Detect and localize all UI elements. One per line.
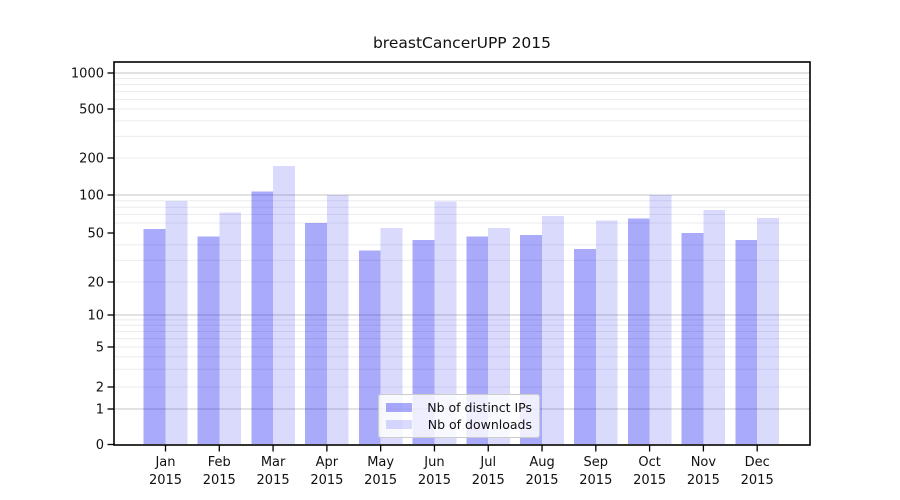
legend-swatch-distinct-ips bbox=[386, 403, 412, 412]
x-tick-label-month: Mar bbox=[261, 455, 286, 470]
y-tick-label: 2 bbox=[96, 381, 104, 396]
bar-distinct-ips bbox=[627, 218, 650, 444]
legend-row: Nb of downloads bbox=[386, 417, 532, 433]
x-tick-label-year: 2015 bbox=[741, 473, 774, 488]
bar-distinct-ips bbox=[681, 233, 704, 444]
x-tick-label-month: Apr bbox=[316, 455, 339, 470]
bar-distinct-ips bbox=[520, 235, 543, 444]
x-tick-label-year: 2015 bbox=[579, 473, 612, 488]
legend-label: Nb of downloads bbox=[427, 417, 532, 432]
y-tick-label: 10 bbox=[87, 309, 104, 324]
plot-border bbox=[113, 61, 811, 446]
bar-distinct-ips bbox=[735, 239, 758, 444]
bar-distinct-ips bbox=[574, 249, 596, 444]
y-tick-label: 0 bbox=[96, 438, 104, 453]
x-tick-label-year: 2015 bbox=[633, 473, 666, 488]
x-tick-label-month: Oct bbox=[638, 455, 660, 470]
x-tick-label-year: 2015 bbox=[687, 473, 720, 488]
legend-label: Nb of distinct IPs bbox=[427, 400, 532, 415]
legend-swatch-downloads bbox=[386, 420, 412, 429]
bar-distinct-ips bbox=[358, 250, 381, 444]
bar-distinct-ips bbox=[412, 239, 435, 444]
legend: Nb of distinct IPs Nb of downloads bbox=[378, 394, 540, 438]
x-tick-label-year: 2015 bbox=[310, 473, 343, 488]
y-tick-label: 20 bbox=[87, 276, 104, 291]
y-tick-label: 50 bbox=[87, 227, 104, 242]
x-tick-label-month: Jul bbox=[479, 455, 496, 470]
bar-downloads bbox=[273, 166, 295, 444]
chart-title: breastCancerUPP 2015 bbox=[372, 34, 552, 52]
bar-downloads bbox=[757, 217, 779, 444]
legend-row: Nb of distinct IPs bbox=[386, 400, 532, 416]
bar-downloads bbox=[380, 227, 403, 444]
bar-downloads bbox=[165, 200, 188, 444]
x-tick-label-month: May bbox=[367, 455, 394, 470]
x-tick-label-month: Sep bbox=[584, 455, 609, 470]
y-tick-label: 1000 bbox=[71, 67, 104, 82]
y-tick-label: 1 bbox=[96, 403, 104, 418]
y-tick-label: 100 bbox=[79, 189, 104, 204]
bar-downloads bbox=[219, 212, 242, 444]
bar-distinct-ips bbox=[143, 228, 166, 444]
x-tick-label-month: Nov bbox=[691, 455, 717, 470]
x-tick-label-month: Jan bbox=[154, 455, 175, 470]
bar-distinct-ips bbox=[305, 223, 327, 444]
x-tick-label-year: 2015 bbox=[149, 473, 182, 488]
bar-downloads bbox=[488, 227, 511, 444]
bar-distinct-ips bbox=[251, 191, 274, 444]
x-tick-label-month: Feb bbox=[208, 455, 231, 470]
x-tick-label-month: Aug bbox=[529, 455, 554, 470]
x-tick-label-month: Jun bbox=[423, 455, 444, 470]
x-tick-label-year: 2015 bbox=[472, 473, 505, 488]
bar-downloads bbox=[595, 220, 618, 444]
x-tick-label-year: 2015 bbox=[364, 473, 397, 488]
x-tick-label-year: 2015 bbox=[203, 473, 236, 488]
y-tick-label: 5 bbox=[96, 341, 104, 356]
bar-downloads bbox=[542, 216, 564, 444]
y-tick-label: 200 bbox=[79, 152, 104, 167]
bar-downloads bbox=[434, 201, 457, 444]
bar-downloads bbox=[703, 210, 726, 444]
bar-distinct-ips bbox=[197, 236, 220, 444]
x-tick-label-month: Dec bbox=[745, 455, 770, 470]
bar-downloads bbox=[326, 195, 349, 444]
bar-downloads bbox=[649, 195, 672, 444]
bar-distinct-ips bbox=[466, 236, 489, 444]
x-tick-label-year: 2015 bbox=[257, 473, 290, 488]
y-tick-label: 500 bbox=[79, 103, 104, 118]
x-tick-label-year: 2015 bbox=[525, 473, 558, 488]
x-tick-label-year: 2015 bbox=[418, 473, 451, 488]
